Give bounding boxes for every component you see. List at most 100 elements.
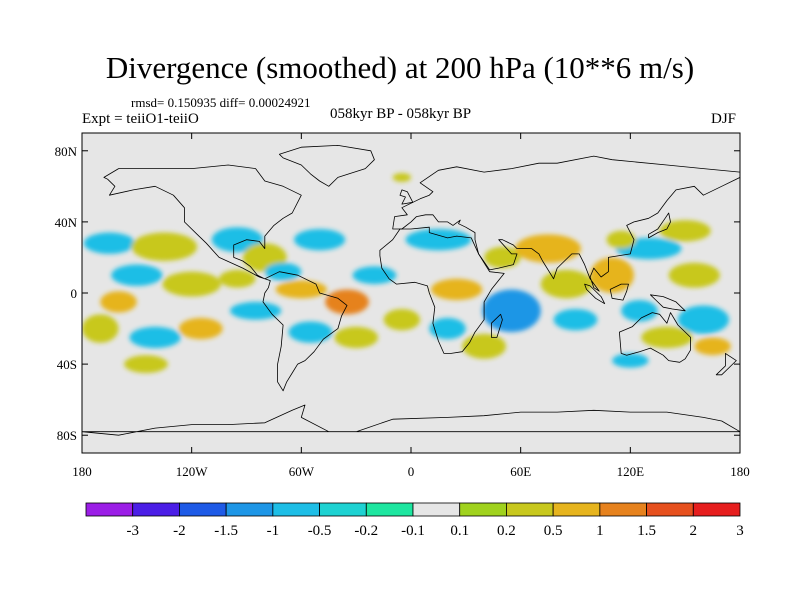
divergence-anomaly-2 — [131, 232, 198, 261]
colorbar-label: 2 — [690, 523, 698, 539]
lon-tick-label: 180 — [72, 464, 92, 479]
lat-tick-label: 40N — [55, 215, 78, 230]
lon-tick-label: 60E — [510, 464, 531, 479]
coastline-south-america — [262, 271, 348, 392]
divergence-anomaly-34 — [621, 300, 658, 322]
colorbar-swatch — [599, 502, 647, 517]
divergence-field — [82, 173, 731, 373]
divergence-anomaly-22 — [405, 229, 472, 251]
colorbar-label: 1 — [596, 523, 604, 539]
divergence-anomaly-7 — [129, 326, 181, 349]
coastline-japan — [648, 212, 671, 239]
divergence-anomaly-27 — [482, 289, 541, 333]
divergence-anomaly-33 — [659, 220, 711, 242]
divergence-anomaly-37 — [641, 326, 693, 349]
divergence-anomaly-25 — [462, 333, 507, 359]
divergence-anomaly-29 — [540, 269, 592, 299]
season-label: DJF — [711, 111, 737, 127]
divergence-anomaly-20 — [352, 266, 397, 285]
colorbar-swatch — [692, 502, 741, 517]
colorbar-label: 1.5 — [637, 523, 656, 539]
colorbar-label: -3 — [126, 523, 139, 539]
divergence-anomaly-16 — [230, 301, 282, 320]
colorbar-label: 0.2 — [497, 523, 516, 539]
divergence-anomaly-15 — [325, 289, 369, 315]
colorbar-swatch — [85, 502, 134, 517]
divergence-anomaly-23 — [431, 278, 483, 301]
colorbar-swatch — [225, 502, 274, 517]
divergence-anomaly-41 — [392, 173, 411, 182]
divergence-anomaly-6 — [82, 314, 119, 343]
colorbar-label: -2 — [173, 523, 186, 539]
divergence-anomaly-24 — [429, 317, 466, 340]
divergence-anomaly-4 — [162, 271, 221, 297]
coastline-new-guinea — [650, 294, 686, 312]
lon-tick-label: 0 — [408, 464, 415, 479]
divergence-anomaly-28 — [515, 234, 581, 263]
colorbar-label: -0.1 — [401, 523, 425, 539]
divergence-anomaly-8 — [178, 317, 223, 340]
coastline-antarctica — [82, 404, 740, 436]
coastline-eurasia — [392, 155, 740, 292]
lat-tick-label: 80N — [55, 144, 78, 159]
divergence-anomaly-3 — [111, 264, 163, 286]
divergence-anomaly-39 — [694, 337, 731, 356]
divergence-anomaly-35 — [668, 262, 720, 288]
colorbar-swatch — [319, 502, 367, 517]
coastline-borneo — [609, 283, 629, 301]
divergence-anomaly-5 — [100, 291, 137, 313]
divergence-anomaly-9 — [124, 355, 168, 373]
divergence-anomaly-21 — [383, 309, 421, 331]
colorbar-swatch — [132, 502, 180, 517]
experiment-label: Expt = teiiO1-teiiO — [82, 111, 199, 127]
colorbar-swatch — [552, 502, 601, 517]
colorbar-swatch — [646, 502, 694, 517]
divergence-anomaly-38 — [612, 353, 649, 368]
period-label: 058kyr BP - 058kyr BP — [330, 106, 472, 122]
coastline-greenland — [278, 144, 375, 187]
latitude-axis: 80N 40N 0 40S 80S — [55, 144, 740, 443]
colorbar-label: -0.5 — [308, 523, 332, 539]
lat-tick-label: 0 — [71, 286, 78, 301]
lon-tick-label: 180 — [730, 464, 750, 479]
lat-tick-label: 40S — [57, 357, 77, 372]
divergence-anomaly-30 — [553, 309, 598, 331]
divergence-anomaly-12 — [264, 262, 302, 281]
colorbar-label: 3 — [736, 523, 744, 539]
divergence-anomaly-18 — [334, 326, 379, 349]
colorbar-swatch — [506, 502, 554, 517]
coastline-africa — [379, 226, 505, 354]
lon-tick-label: 120W — [176, 464, 209, 479]
colorbar-swatch — [365, 502, 414, 517]
divergence-anomaly-1 — [83, 232, 136, 254]
colorbar-label: 0.1 — [450, 523, 469, 539]
colorbar: -3 -2 -1.5 -1 -0.5 -0.2 -0.1 0.1 0.2 0.5 1 1.5 2 3 — [85, 502, 744, 539]
colorbar-swatch — [459, 502, 507, 517]
divergence-anomaly-36 — [677, 305, 730, 334]
divergence-anomaly-17 — [288, 321, 333, 343]
divergence-anomaly-40 — [606, 230, 636, 249]
coastline-great-britain — [399, 189, 414, 205]
coastline-madagascar — [490, 313, 503, 338]
colorbar-label: 0.5 — [544, 523, 563, 539]
divergence-anomaly-19 — [294, 229, 346, 251]
divergence-anomaly-26 — [484, 246, 521, 269]
lon-tick-label: 120E — [617, 464, 645, 479]
divergence-anomaly-13 — [219, 269, 256, 288]
statistics-label: rmsd= 0.150935 diff= 0.00024921 — [131, 95, 311, 110]
divergence-anomaly-10 — [211, 227, 263, 253]
divergence-anomaly-14 — [275, 280, 327, 299]
lat-tick-label: 80S — [57, 428, 77, 443]
coastline-australia — [619, 312, 691, 363]
coastline-north-america — [103, 164, 302, 280]
figure-title: Divergence (smoothed) at 200 hPa (10**6 … — [105, 50, 695, 85]
colorbar-swatch — [272, 502, 320, 517]
colorbar-swatch — [179, 502, 227, 517]
lon-tick-label: 60W — [289, 464, 315, 479]
colorbar-label: -0.2 — [354, 523, 378, 539]
longitude-axis: 180 120W 60W 0 60E 120E 180 — [72, 133, 750, 479]
colorbar-label: -1.5 — [214, 523, 238, 539]
coastline-new-zealand — [715, 352, 737, 376]
coastlines — [82, 144, 740, 436]
